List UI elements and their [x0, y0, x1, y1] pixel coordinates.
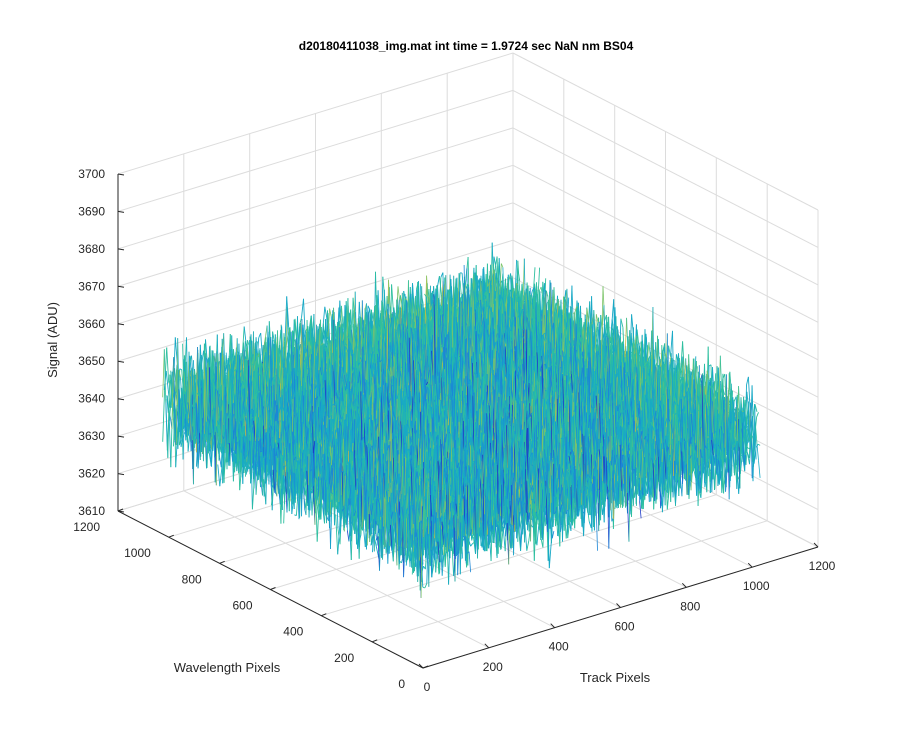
surface-segment	[172, 337, 176, 392]
grid-line	[117, 127, 514, 250]
surface-segment	[179, 368, 182, 371]
chart-title: d20180411038_img.mat int time = 1.9724 s…	[299, 39, 634, 53]
surface-segment	[205, 339, 208, 364]
surface-segment	[162, 387, 166, 442]
grid-line	[512, 202, 819, 361]
grid-line	[372, 520, 768, 643]
surface-segment	[241, 326, 245, 357]
surface-segment	[168, 408, 172, 468]
surface-segment	[174, 337, 178, 363]
surface-segment	[391, 284, 394, 314]
surface-segment	[260, 332, 264, 363]
surface-segment	[339, 300, 343, 330]
grid-line	[117, 52, 514, 175]
grid-line	[512, 239, 819, 398]
grid-line	[117, 89, 514, 212]
grid-line	[512, 52, 819, 211]
surface-segment	[301, 298, 304, 318]
grid-line	[117, 202, 514, 325]
surface-segment	[284, 296, 288, 352]
surface-segment	[324, 306, 328, 318]
surface-segment	[166, 347, 170, 383]
grid-line	[512, 164, 819, 323]
surface-segment	[165, 370, 169, 390]
surface-segment	[303, 298, 306, 345]
grid-line	[512, 127, 819, 286]
surface-segment	[293, 319, 297, 337]
grid-line	[117, 164, 514, 287]
grid-line	[117, 239, 514, 362]
surface-segment	[299, 317, 302, 326]
grid-line	[321, 494, 717, 617]
grid-line	[512, 89, 819, 248]
surface-plot	[162, 242, 761, 598]
